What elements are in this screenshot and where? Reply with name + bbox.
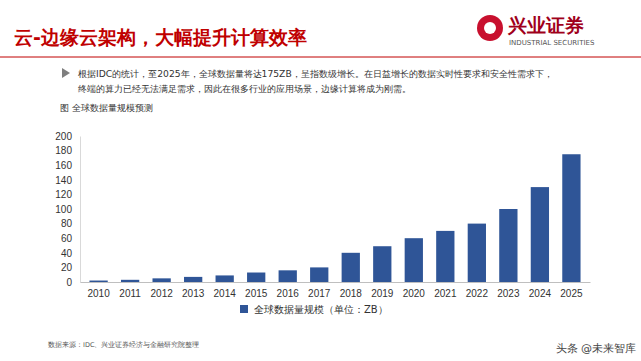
y-tick-label: 20 <box>61 262 73 273</box>
x-tick: 2011 <box>119 282 141 299</box>
y-tick-label: 100 <box>55 204 72 215</box>
y-tick: 0 <box>66 277 80 288</box>
source-note: 数据来源：IDC、兴业证券经济与金融研究院整理 <box>48 341 199 349</box>
x-tick: 2018 <box>340 282 363 299</box>
y-tick: 140 <box>55 175 80 186</box>
y-tick-label: 140 <box>55 175 72 186</box>
header-divider <box>0 57 641 58</box>
bar <box>499 209 517 282</box>
y-tick: 100 <box>55 204 80 215</box>
bar <box>562 154 580 282</box>
bar <box>342 253 360 282</box>
bar <box>436 231 454 282</box>
bar <box>279 270 297 282</box>
bar <box>184 277 202 282</box>
legend: 全球数据量规模（单位：ZB） <box>240 304 388 315</box>
bar <box>216 275 234 282</box>
x-tick: 2025 <box>560 282 583 299</box>
bar <box>373 246 391 282</box>
x-tick: 2014 <box>214 282 237 299</box>
x-tick-label: 2023 <box>497 288 520 299</box>
y-tick: 20 <box>61 262 80 273</box>
y-tick: 200 <box>55 131 80 142</box>
y-tick-label: 80 <box>61 218 73 229</box>
y-tick-label: 60 <box>61 233 73 244</box>
x-tick: 2016 <box>277 282 300 299</box>
x-tick-label: 2017 <box>308 288 331 299</box>
x-tick-label: 2025 <box>560 288 583 299</box>
y-axis-line <box>80 137 81 283</box>
x-axis-line <box>81 282 591 283</box>
slide-title: 云-边缘云架构，大幅提升计算效率 <box>14 26 307 48</box>
y-tick-label: 120 <box>55 189 72 200</box>
x-axis: 2010 2011 2012 2013 2014 2015 2016 2017 2018 2019… <box>81 282 591 299</box>
y-tick: 40 <box>61 248 80 259</box>
bar <box>531 187 549 282</box>
y-tick-label: 180 <box>55 145 72 156</box>
y-tick: 80 <box>61 218 80 229</box>
bullet-text: 终端的算力已经无法满足需求，因此在很多行业的应用场景，边缘计算将成为刚需。 <box>78 83 411 94</box>
x-tick-label: 2022 <box>466 288 489 299</box>
x-tick: 2021 <box>434 282 457 299</box>
logo-text: 兴业证券 <box>507 14 584 36</box>
bar <box>152 278 170 282</box>
x-tick: 2022 <box>466 282 489 299</box>
x-tick-label: 2020 <box>403 288 426 299</box>
x-tick-label: 2014 <box>214 288 237 299</box>
bars <box>89 154 580 282</box>
x-tick: 2017 <box>308 282 331 299</box>
logo-icon-inner <box>484 22 496 34</box>
x-tick-label: 2015 <box>245 288 268 299</box>
x-tick-label: 2010 <box>87 288 110 299</box>
logo-text-en: INDUSTRIAL SECURITIES <box>509 39 595 47</box>
x-tick: 2020 <box>403 282 426 299</box>
x-tick-label: 2021 <box>434 288 457 299</box>
x-tick-label: 2012 <box>151 288 174 299</box>
y-tick: 60 <box>61 233 80 244</box>
x-tick: 2012 <box>151 282 174 299</box>
y-tick-label: 40 <box>61 248 73 259</box>
x-tick: 2023 <box>497 282 520 299</box>
x-tick: 2013 <box>182 282 205 299</box>
y-tick: 120 <box>55 189 80 200</box>
legend-label: 全球数据量规模（单位：ZB） <box>254 304 388 315</box>
slide: 云-边缘云架构，大幅提升计算效率 兴业证券 INDUSTRIAL SECURITIE… <box>0 0 641 361</box>
y-tick-label: 200 <box>55 131 72 142</box>
x-tick-label: 2018 <box>340 288 363 299</box>
x-tick-label: 2011 <box>119 288 141 299</box>
chart-title: 图 全球数据量规模预测 <box>60 103 153 113</box>
legend-swatch <box>240 305 248 313</box>
x-tick-label: 2016 <box>277 288 300 299</box>
x-tick: 2019 <box>371 282 394 299</box>
x-tick-label: 2024 <box>529 288 552 299</box>
x-tick: 2010 <box>87 282 110 299</box>
watermark: 头条 @未来智库 <box>556 342 637 355</box>
x-tick: 2024 <box>529 282 552 299</box>
y-tick: 180 <box>55 145 80 156</box>
y-tick: 160 <box>55 160 80 171</box>
y-axis: 0 20 40 60 80 100 120 140 160 180 200 <box>55 131 80 288</box>
y-tick-label: 0 <box>66 277 72 288</box>
x-tick-label: 2013 <box>182 288 205 299</box>
bar <box>405 238 423 282</box>
bar <box>468 224 486 282</box>
bullet-icon <box>62 68 70 78</box>
x-tick-label: 2019 <box>371 288 394 299</box>
bar <box>121 280 139 282</box>
y-tick-label: 160 <box>55 160 72 171</box>
logo-icon <box>477 15 503 41</box>
bar <box>89 281 107 282</box>
bar <box>247 273 265 282</box>
x-tick: 2015 <box>245 282 268 299</box>
bullet-text: 根据IDC的统计，至2025年，全球数据量将达175ZB，呈指数级增长。在日益增… <box>78 68 553 79</box>
bar <box>310 267 328 282</box>
